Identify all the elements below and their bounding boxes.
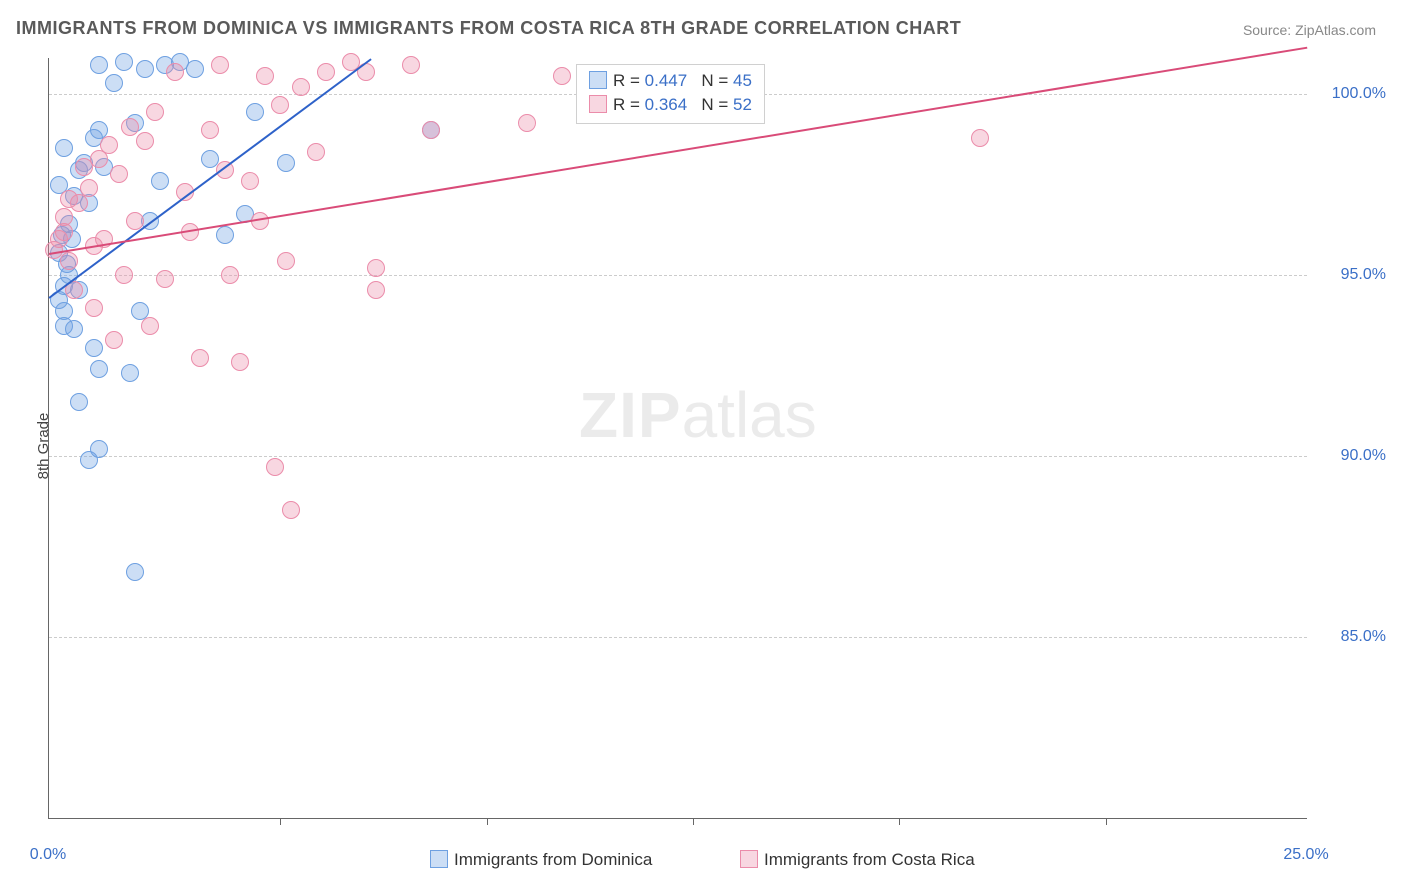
scatter-point [971, 129, 989, 147]
bottom-legend-2: Immigrants from Costa Rica [740, 850, 975, 870]
scatter-point [191, 349, 209, 367]
scatter-point [126, 563, 144, 581]
scatter-point [266, 458, 284, 476]
watermark-zip: ZIP [579, 379, 682, 451]
scatter-point [282, 501, 300, 519]
legend-swatch-icon [740, 850, 758, 868]
scatter-point [141, 317, 159, 335]
x-tick-label: 25.0% [1283, 846, 1328, 864]
gridline [49, 456, 1307, 457]
scatter-point [136, 60, 154, 78]
scatter-point [100, 136, 118, 154]
n-value: 52 [733, 95, 752, 114]
n-value: 45 [733, 71, 752, 90]
correlation-legend-row: R = 0.447 N = 45 [589, 69, 752, 93]
y-tick-label: 100.0% [1332, 85, 1386, 103]
scatter-point [221, 266, 239, 284]
x-tick-label: 0.0% [30, 846, 66, 864]
scatter-point [80, 179, 98, 197]
scatter-point [216, 226, 234, 244]
scatter-point [136, 132, 154, 150]
scatter-point [146, 103, 164, 121]
scatter-point [317, 63, 335, 81]
legend-swatch-icon [589, 95, 607, 113]
y-tick-label: 95.0% [1341, 266, 1386, 284]
scatter-point [277, 154, 295, 172]
x-minor-tick [1106, 818, 1107, 825]
scatter-point [186, 60, 204, 78]
x-minor-tick [487, 818, 488, 825]
scatter-point [256, 67, 274, 85]
scatter-point [115, 266, 133, 284]
scatter-point [211, 56, 229, 74]
scatter-point [75, 158, 93, 176]
plot-area: ZIPatlas [48, 58, 1307, 819]
scatter-point [367, 281, 385, 299]
bottom-legend-1: Immigrants from Dominica [430, 850, 652, 870]
scatter-point [241, 172, 259, 190]
scatter-point [105, 74, 123, 92]
x-minor-tick [899, 818, 900, 825]
scatter-point [156, 270, 174, 288]
gridline [49, 637, 1307, 638]
r-value: 0.447 [645, 71, 688, 90]
scatter-point [55, 139, 73, 157]
y-tick-label: 85.0% [1341, 628, 1386, 646]
scatter-point [201, 121, 219, 139]
legend-swatch-icon [589, 71, 607, 89]
scatter-point [246, 103, 264, 121]
scatter-point [115, 53, 133, 71]
r-value: 0.364 [645, 95, 688, 114]
scatter-point [166, 63, 184, 81]
x-minor-tick [693, 818, 694, 825]
scatter-point [271, 96, 289, 114]
scatter-point [80, 451, 98, 469]
scatter-point [90, 360, 108, 378]
scatter-point [60, 252, 78, 270]
scatter-point [402, 56, 420, 74]
scatter-point [277, 252, 295, 270]
y-tick-label: 90.0% [1341, 447, 1386, 465]
scatter-point [110, 165, 128, 183]
scatter-point [422, 121, 440, 139]
scatter-point [85, 299, 103, 317]
legend-label: Immigrants from Dominica [454, 850, 652, 869]
x-minor-tick [280, 818, 281, 825]
scatter-point [292, 78, 310, 96]
scatter-point [518, 114, 536, 132]
chart-title: IMMIGRANTS FROM DOMINICA VS IMMIGRANTS F… [16, 18, 961, 39]
scatter-point [85, 339, 103, 357]
scatter-point [307, 143, 325, 161]
scatter-point [553, 67, 571, 85]
source-label: Source: ZipAtlas.com [1243, 22, 1376, 38]
scatter-point [151, 172, 169, 190]
watermark-rest: atlas [682, 379, 817, 451]
scatter-point [90, 56, 108, 74]
scatter-point [70, 393, 88, 411]
watermark: ZIPatlas [579, 378, 817, 452]
scatter-point [231, 353, 249, 371]
scatter-point [367, 259, 385, 277]
chart-container: IMMIGRANTS FROM DOMINICA VS IMMIGRANTS F… [0, 0, 1406, 892]
scatter-point [121, 364, 139, 382]
correlation-legend-box: R = 0.447 N = 45R = 0.364 N = 52 [576, 64, 765, 124]
legend-label: Immigrants from Costa Rica [764, 850, 975, 869]
scatter-point [121, 118, 139, 136]
correlation-legend-row: R = 0.364 N = 52 [589, 93, 752, 117]
scatter-point [65, 320, 83, 338]
scatter-point [105, 331, 123, 349]
legend-swatch-icon [430, 850, 448, 868]
